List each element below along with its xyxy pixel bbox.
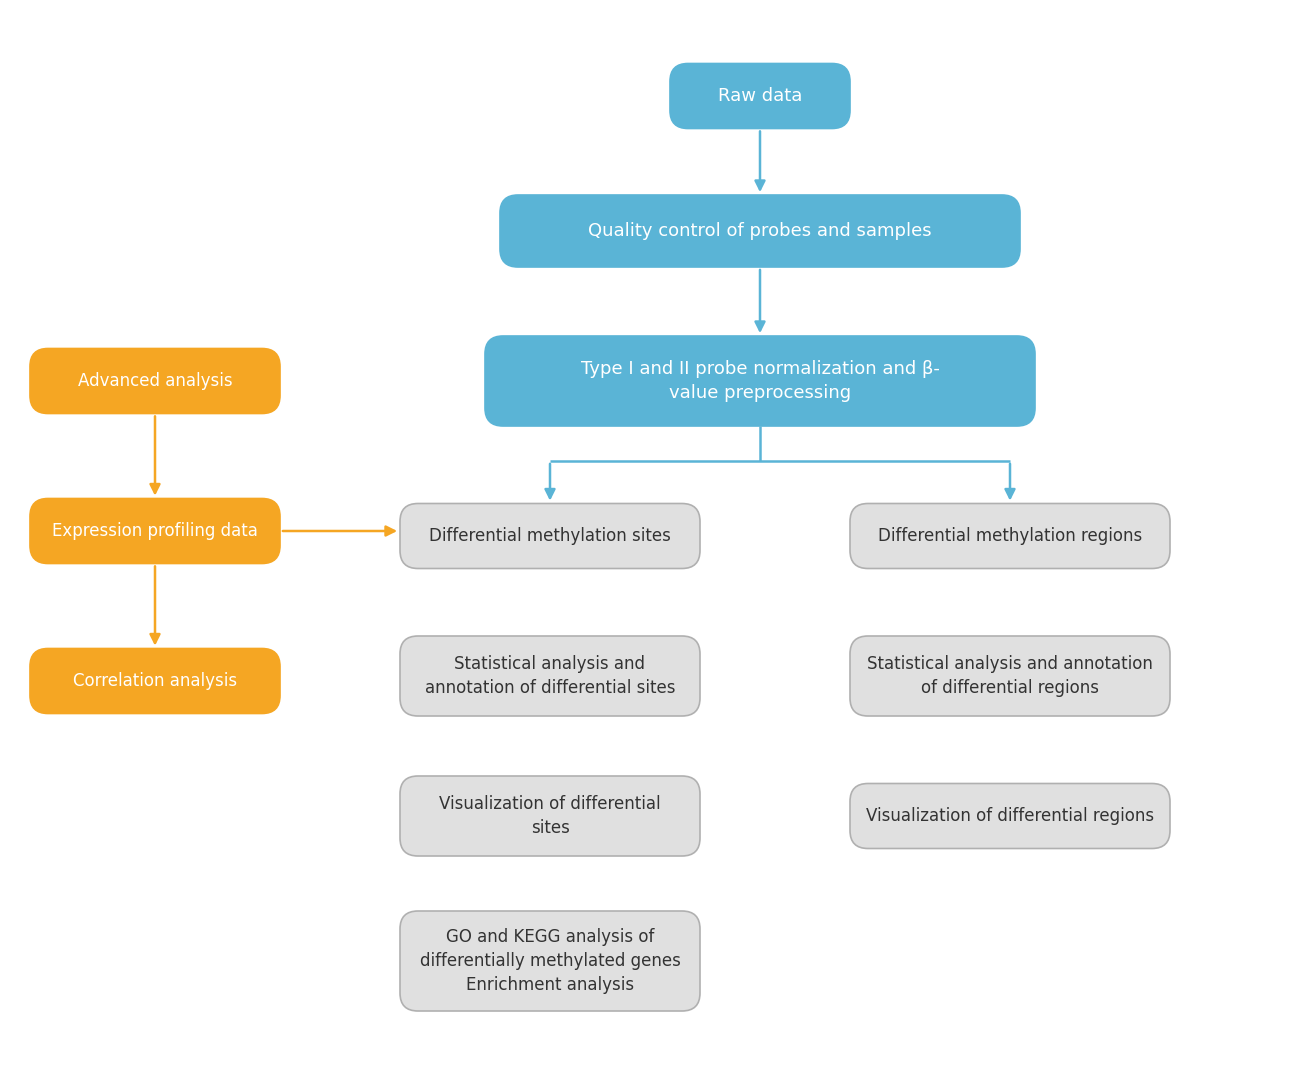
Text: Differential methylation regions: Differential methylation regions — [878, 527, 1142, 545]
Text: Visualization of differential
sites: Visualization of differential sites — [439, 795, 660, 837]
FancyBboxPatch shape — [400, 503, 700, 568]
FancyBboxPatch shape — [670, 64, 850, 129]
Text: Visualization of differential regions: Visualization of differential regions — [866, 807, 1155, 825]
FancyBboxPatch shape — [850, 503, 1170, 568]
FancyBboxPatch shape — [400, 636, 700, 716]
Text: Expression profiling data: Expression profiling data — [52, 522, 258, 540]
FancyBboxPatch shape — [485, 336, 1035, 426]
FancyBboxPatch shape — [30, 499, 280, 564]
Text: Raw data: Raw data — [717, 87, 802, 104]
Text: Differential methylation sites: Differential methylation sites — [430, 527, 671, 545]
Text: GO and KEGG analysis of
differentially methylated genes
Enrichment analysis: GO and KEGG analysis of differentially m… — [419, 928, 680, 994]
Text: Quality control of probes and samples: Quality control of probes and samples — [588, 222, 931, 240]
FancyBboxPatch shape — [501, 195, 1020, 266]
Text: Type I and II probe normalization and β-
value preprocessing: Type I and II probe normalization and β-… — [580, 360, 939, 402]
FancyBboxPatch shape — [850, 636, 1170, 716]
FancyBboxPatch shape — [400, 776, 700, 856]
Text: Advanced analysis: Advanced analysis — [77, 372, 232, 390]
FancyBboxPatch shape — [30, 349, 280, 414]
Text: Correlation analysis: Correlation analysis — [74, 672, 237, 690]
FancyBboxPatch shape — [30, 648, 280, 713]
FancyBboxPatch shape — [400, 911, 700, 1011]
Text: Statistical analysis and
annotation of differential sites: Statistical analysis and annotation of d… — [424, 656, 675, 697]
Text: Statistical analysis and annotation
of differential regions: Statistical analysis and annotation of d… — [867, 656, 1153, 697]
FancyBboxPatch shape — [850, 784, 1170, 849]
